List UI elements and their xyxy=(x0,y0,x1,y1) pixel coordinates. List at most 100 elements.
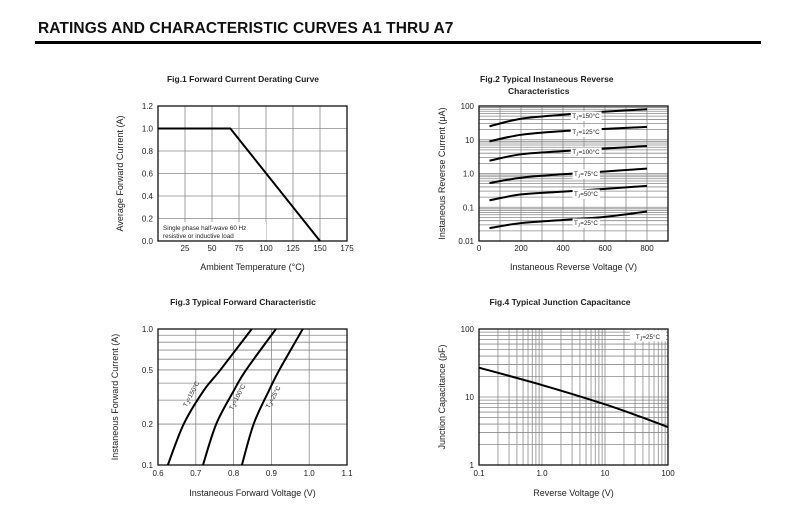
curve-label: TJ=25°C xyxy=(636,333,661,343)
tj-subscript: J xyxy=(269,402,276,407)
tj-symbol: T xyxy=(265,403,273,410)
chart-fig1: Fig.1 Forward Current Derating Curve 25 50… xyxy=(115,74,354,272)
tj-value: =125°C xyxy=(578,128,600,136)
tj-symbol: T xyxy=(636,334,640,341)
x-tick-label: 400 xyxy=(556,244,570,253)
tj-value: =50°C xyxy=(580,190,598,198)
y-tick-label: 1.0 xyxy=(142,125,154,134)
y-axis-label: Average Forward Current (A) xyxy=(115,116,125,232)
y-tick-label: 100 xyxy=(461,102,475,111)
plot-frame xyxy=(478,328,669,466)
curve-label: TJ=150°C xyxy=(572,112,600,121)
curve-label: TJ=125°C xyxy=(572,128,600,137)
chart-title: Fig.3 Typical Forward Characteristic xyxy=(170,297,316,307)
tj-subscript: J xyxy=(576,152,578,157)
tj-symbol: T xyxy=(228,404,236,411)
tj-value: =25°C xyxy=(580,219,598,227)
x-tick-label: 0.8 xyxy=(228,469,240,478)
x-tick-label: 200 xyxy=(514,244,528,253)
y-axis-label: Junction Capacitance (pF) xyxy=(437,344,447,449)
y-tick-label: 0.0 xyxy=(142,237,154,246)
y-tick-label: 1.2 xyxy=(142,102,154,111)
y-axis-label: Instaneous Reverse Current (μA) xyxy=(437,107,447,239)
series-line-1 xyxy=(489,108,648,128)
y-axis-label: Instaneous Forward Current (A) xyxy=(110,334,120,461)
chart-fig4: Fig.4 Typical Junction Capacitance 0.1 1.0… xyxy=(437,297,675,498)
x-tick-label: 0.6 xyxy=(152,469,164,478)
series-line-3 xyxy=(240,328,304,466)
series-line-2 xyxy=(202,328,277,466)
x-tick-label: 100 xyxy=(661,469,675,478)
x-tick-label: 1.0 xyxy=(536,469,548,478)
chart-fig2: Fig.2 Typical Instaneous Reverse Characte… xyxy=(437,74,669,272)
tj-value: =150°C xyxy=(578,112,600,120)
curve-label-bg xyxy=(630,330,666,342)
plot-frame xyxy=(478,105,669,242)
tj-symbol: T xyxy=(574,191,578,198)
chart-title: Fig.2 Typical Instaneous Reverse xyxy=(480,74,614,84)
curve-label-bg xyxy=(572,169,600,179)
x-tick-label: 150 xyxy=(313,244,327,253)
curve-label-bg xyxy=(572,218,600,228)
curve-label: TJ=100°C xyxy=(572,148,600,157)
legend-box xyxy=(159,222,266,240)
plot-frame xyxy=(157,328,348,466)
tj-subscript: J xyxy=(576,132,578,137)
tj-value: =25°C xyxy=(642,333,660,341)
x-tick-label: 0.7 xyxy=(190,469,202,478)
x-tick-label: 800 xyxy=(640,244,654,253)
curve-label-bg xyxy=(570,127,602,137)
x-tick-label: 1.1 xyxy=(341,469,353,478)
x-tick-label: 10 xyxy=(601,469,610,478)
tj-subscript: J xyxy=(186,400,193,405)
y-tick-label: 0.1 xyxy=(463,203,475,212)
page-title: RATINGS AND CHARACTERISTIC CURVES A1 THR… xyxy=(38,20,454,37)
tj-value: =100°C xyxy=(578,148,600,156)
curve-label-bg xyxy=(570,111,602,121)
x-tick-label: 75 xyxy=(235,244,244,253)
tj-subscript: J xyxy=(578,194,580,199)
tj-subscript: J xyxy=(232,403,239,408)
x-tick-label: 25 xyxy=(181,244,190,253)
x-axis-label: Reverse Voltage (V) xyxy=(533,488,614,498)
tj-subscript: J xyxy=(578,223,580,228)
y-tick-label: 0.01 xyxy=(458,237,474,246)
series-line-1 xyxy=(158,127,321,242)
y-tick-label: 1 xyxy=(470,461,475,470)
series-line-4 xyxy=(489,167,648,185)
chart-title: Fig.1 Forward Current Derating Curve xyxy=(167,74,319,84)
y-tick-label: 0.1 xyxy=(142,461,154,470)
series-line-3 xyxy=(489,145,648,162)
legend-note: Single phase half-wave 60 Hz xyxy=(163,225,246,232)
x-tick-label: 1.0 xyxy=(304,469,316,478)
series-line-1 xyxy=(166,328,253,466)
legend-note: resistive or inductive load xyxy=(163,233,234,240)
tj-symbol: T xyxy=(572,149,576,156)
tj-value: =75°C xyxy=(580,170,598,178)
plot-area xyxy=(158,329,347,465)
chart-title: Characteristics xyxy=(508,86,570,96)
tj-symbol: T xyxy=(574,171,578,178)
y-tick-label: 10 xyxy=(465,136,474,145)
x-tick-label: 0.1 xyxy=(473,469,485,478)
y-tick-label: 0.8 xyxy=(142,147,154,156)
x-tick-label: 0 xyxy=(477,244,482,253)
x-axis-label: Ambient Temperature (°C) xyxy=(200,262,304,272)
x-tick-label: 125 xyxy=(286,244,300,253)
tj-symbol: T xyxy=(182,401,190,408)
x-tick-label: 600 xyxy=(598,244,612,253)
y-tick-label: 0.6 xyxy=(142,170,154,179)
series-line-2 xyxy=(489,125,648,143)
y-tick-label: 0.2 xyxy=(142,215,154,224)
plot-frame xyxy=(157,105,348,242)
y-tick-label: 0.4 xyxy=(142,192,154,201)
curve-label: TJ=50°C xyxy=(574,190,598,199)
title-divider xyxy=(35,41,761,44)
tj-symbol: T xyxy=(572,129,576,136)
y-tick-label: 10 xyxy=(465,393,474,402)
curve-label-bg xyxy=(570,147,602,157)
x-axis-label: Instaneous Reverse Voltage (V) xyxy=(510,262,637,272)
tj-subscript: J xyxy=(578,174,580,179)
y-tick-label: 1.0 xyxy=(142,325,154,334)
